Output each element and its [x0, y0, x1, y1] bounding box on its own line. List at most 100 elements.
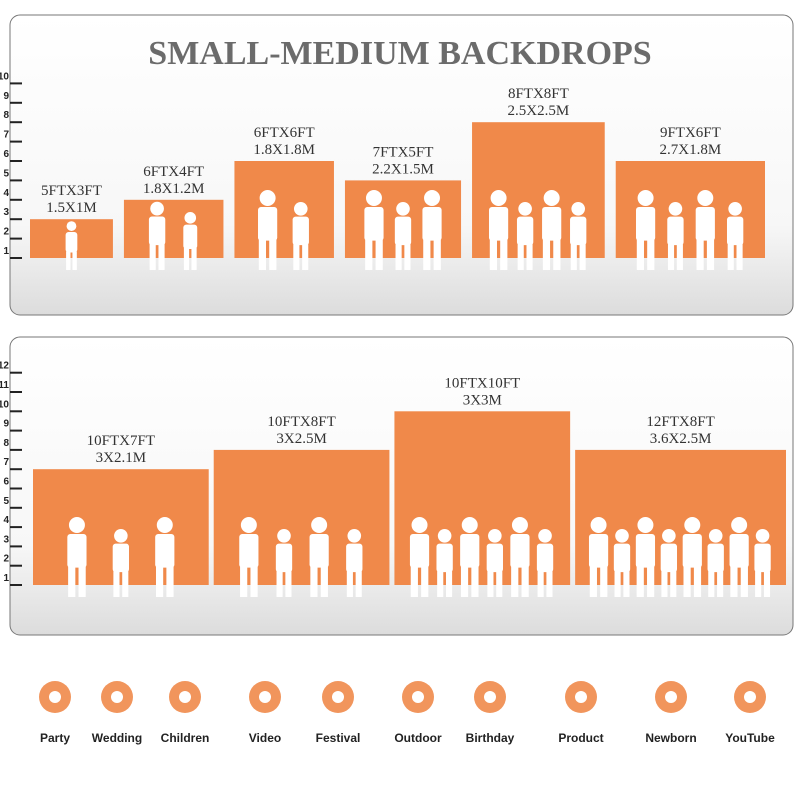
silhouette	[510, 517, 530, 597]
tick-label: 2	[3, 227, 9, 238]
use-icon	[565, 681, 597, 713]
use-icon	[101, 681, 133, 713]
silhouette	[729, 517, 749, 597]
body	[536, 543, 554, 573]
head	[437, 529, 452, 543]
leg	[542, 239, 551, 270]
use-label: Wedding	[92, 731, 142, 745]
body	[155, 534, 175, 568]
head	[684, 517, 701, 533]
size-m: 2.5X2.5M	[508, 103, 570, 119]
leg	[589, 566, 597, 597]
head	[184, 212, 197, 224]
leg	[460, 566, 469, 597]
silhouette	[422, 190, 442, 270]
icon-dot	[49, 691, 61, 703]
silhouette	[536, 529, 554, 597]
tick-label: 1	[3, 573, 9, 584]
head	[490, 190, 507, 206]
tick-label: 8	[3, 110, 9, 121]
backdrop	[234, 161, 334, 258]
silhouette	[588, 517, 609, 597]
body	[570, 216, 587, 246]
head	[637, 517, 654, 533]
leg	[320, 566, 328, 597]
head	[538, 529, 552, 543]
silhouette	[364, 190, 384, 270]
leg	[395, 244, 402, 270]
body	[510, 534, 530, 568]
body	[682, 534, 702, 568]
leg	[166, 566, 174, 597]
leg	[667, 244, 675, 270]
leg	[623, 571, 630, 597]
head	[411, 517, 428, 533]
head	[668, 202, 683, 216]
icon-dot	[412, 691, 424, 703]
silhouette	[486, 529, 503, 597]
size-m: 1.8X1.2M	[143, 181, 205, 197]
head	[708, 529, 723, 543]
body	[409, 534, 430, 568]
body	[460, 534, 480, 568]
body	[364, 207, 384, 241]
silhouette	[682, 517, 702, 597]
leg	[433, 239, 441, 270]
size-m: 2.2X1.5M	[372, 161, 434, 177]
tick-label: 9	[3, 91, 9, 102]
use-label: Party	[40, 731, 70, 745]
leg	[293, 244, 300, 270]
silhouette	[67, 517, 87, 597]
leg	[717, 571, 724, 597]
silhouette	[409, 517, 430, 597]
leg	[706, 239, 715, 270]
use-icon	[169, 681, 201, 713]
head	[662, 529, 676, 543]
leg	[517, 244, 524, 270]
size-m: 1.5X1M	[46, 200, 96, 216]
size-ft: 10FTX10FT	[444, 375, 520, 391]
tick-label: 4	[3, 188, 9, 199]
leg	[365, 239, 373, 270]
body	[695, 207, 715, 241]
silhouette	[726, 202, 744, 270]
body	[346, 543, 363, 573]
leg	[421, 566, 429, 597]
leg	[579, 244, 586, 270]
leg	[636, 566, 644, 597]
body	[486, 543, 503, 573]
leg	[676, 244, 683, 270]
tick-label: 9	[3, 419, 9, 430]
head	[488, 529, 502, 543]
leg	[521, 566, 529, 597]
head	[347, 529, 362, 543]
silhouette	[570, 202, 587, 270]
leg	[276, 571, 283, 597]
leg	[570, 244, 577, 270]
head	[311, 517, 328, 533]
leg	[636, 239, 644, 270]
body	[436, 543, 453, 573]
leg	[489, 239, 497, 270]
leg	[740, 566, 748, 597]
leg	[240, 566, 248, 597]
icon-dot	[332, 691, 344, 703]
body	[258, 207, 278, 241]
leg	[155, 566, 164, 597]
silhouette	[488, 190, 509, 270]
leg	[736, 244, 743, 270]
body	[660, 543, 678, 573]
tick-label: 5	[3, 496, 9, 507]
leg	[346, 571, 353, 597]
silhouette	[660, 529, 678, 597]
body	[65, 231, 78, 253]
head	[114, 529, 128, 543]
tick-label: 6	[3, 477, 9, 488]
leg	[158, 244, 165, 270]
leg	[708, 571, 715, 597]
leg	[250, 566, 258, 597]
tick-label: 10	[0, 71, 9, 82]
icon-dot	[665, 691, 677, 703]
icon-dot	[259, 691, 271, 703]
head	[240, 517, 257, 533]
